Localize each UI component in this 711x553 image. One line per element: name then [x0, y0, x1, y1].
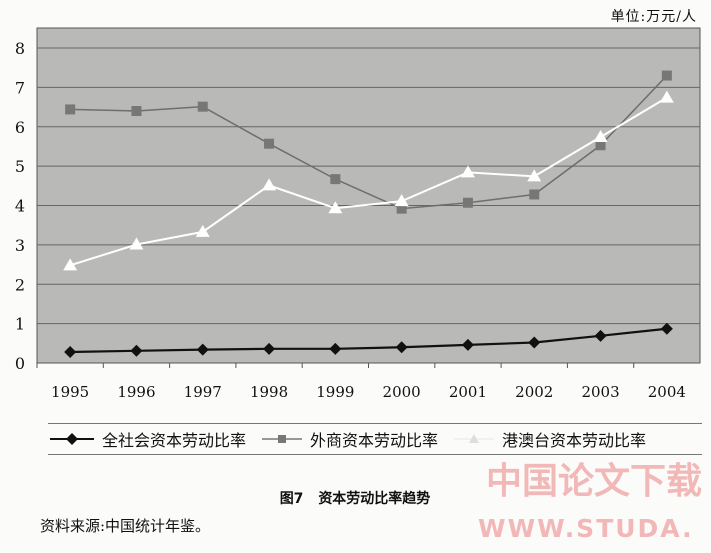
figure-caption: 图7 资本劳动比率趋势	[255, 490, 455, 508]
x-tick-label: 2002	[515, 383, 553, 401]
y-tick-label: 4	[15, 197, 25, 216]
legend-label: 港澳台资本劳动比率	[502, 431, 647, 450]
source-note: 资料来源:中国统计年鉴。	[40, 517, 211, 535]
data-point-square	[396, 203, 407, 214]
legend-label: 全社会资本劳动比率	[102, 431, 247, 450]
legend-item-hkmt: 港澳台资本劳动比率	[452, 427, 646, 451]
data-point-diamond	[461, 338, 474, 351]
watermark-url: WWW.STUDA.	[478, 514, 694, 543]
data-point-square	[462, 197, 473, 208]
data-point-triangle	[262, 178, 277, 191]
y-tick-label: 5	[15, 157, 25, 176]
y-tick-label: 3	[15, 236, 25, 255]
data-point-triangle	[460, 165, 475, 178]
data-point-diamond	[130, 344, 143, 357]
series-line-2	[70, 75, 668, 210]
triangle-marker-icon	[454, 434, 495, 443]
figure-number: 图7	[279, 491, 304, 507]
data-point-square	[330, 174, 341, 185]
x-tick-label: 2000	[383, 383, 421, 401]
unit-label: 单位:万元/人	[610, 9, 697, 25]
square-marker-icon	[262, 435, 303, 443]
x-tick-label: 1996	[117, 383, 155, 401]
data-point-triangle	[593, 129, 608, 142]
line-chart: 0 1 2 3 4 5 6 7 8 1995 1996 1997 1998 1999 2000 2001 200…	[15, 27, 701, 401]
x-tick-label: 2001	[449, 383, 487, 401]
legend: 全社会资本劳动比率 外商资本劳动比率 港澳台资本劳动比率	[48, 423, 702, 455]
x-tick-label: 2003	[581, 383, 619, 401]
data-point-diamond	[395, 341, 408, 354]
data-point-diamond	[196, 343, 209, 356]
y-tick-label: 7	[15, 78, 25, 97]
diamond-marker-icon	[50, 433, 94, 445]
data-point-triangle	[394, 194, 409, 207]
data-point-triangle	[195, 224, 210, 237]
legend-item-foreign: 外商资本劳动比率	[260, 427, 438, 451]
figure-title: 资本劳动比率趋势	[318, 491, 431, 507]
data-point-diamond	[263, 342, 276, 355]
x-tick-label: 1997	[184, 383, 222, 401]
data-point-diamond	[594, 329, 607, 342]
series-line-3	[69, 96, 668, 267]
data-point-triangle	[659, 90, 674, 103]
data-point-square	[595, 140, 606, 151]
legend-item-total: 全社会资本劳动比率	[48, 427, 246, 451]
watermark-logo: 中国论文下载	[486, 461, 703, 502]
data-point-triangle	[328, 201, 343, 214]
x-tick-label: 2004	[648, 383, 686, 401]
y-tick-label: 1	[15, 315, 25, 334]
data-point-square	[529, 189, 540, 200]
y-tick-label: 8	[15, 39, 25, 58]
x-tick-label: 1995	[51, 383, 89, 401]
data-point-square	[264, 138, 275, 149]
legend-label: 外商资本劳动比率	[310, 431, 439, 450]
y-tick-label: 6	[15, 118, 25, 137]
data-point-square	[65, 104, 76, 115]
data-point-square	[197, 101, 208, 112]
x-tick-label: 1998	[250, 383, 288, 401]
data-point-diamond	[64, 345, 77, 358]
y-tick-label: 0	[15, 354, 25, 373]
data-point-triangle	[63, 258, 78, 271]
x-tick-label: 1999	[316, 383, 354, 401]
data-point-triangle	[129, 237, 144, 250]
data-point-triangle	[527, 169, 542, 182]
data-point-diamond	[660, 322, 673, 335]
y-tick-label: 2	[15, 275, 25, 294]
data-point-diamond	[329, 342, 342, 355]
data-point-diamond	[528, 336, 541, 349]
data-point-square	[131, 106, 142, 116]
series-line-1	[70, 327, 667, 354]
plot-area	[36, 27, 701, 364]
data-point-square	[661, 70, 672, 81]
